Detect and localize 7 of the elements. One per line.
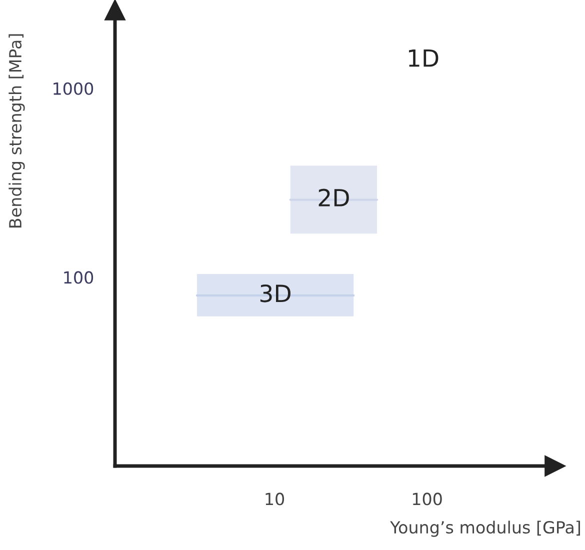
x-axis-title: Young’s modulus [GPa]	[390, 520, 580, 537]
series-label: 2D	[318, 188, 349, 206]
series-label: 3D	[260, 284, 290, 302]
x-tick-label: 10	[266, 492, 284, 506]
y-tick-label: 1000	[54, 82, 94, 95]
annotation: 1D	[408, 49, 438, 67]
y-axis-title: Bending strength [MPa]	[8, 34, 25, 228]
